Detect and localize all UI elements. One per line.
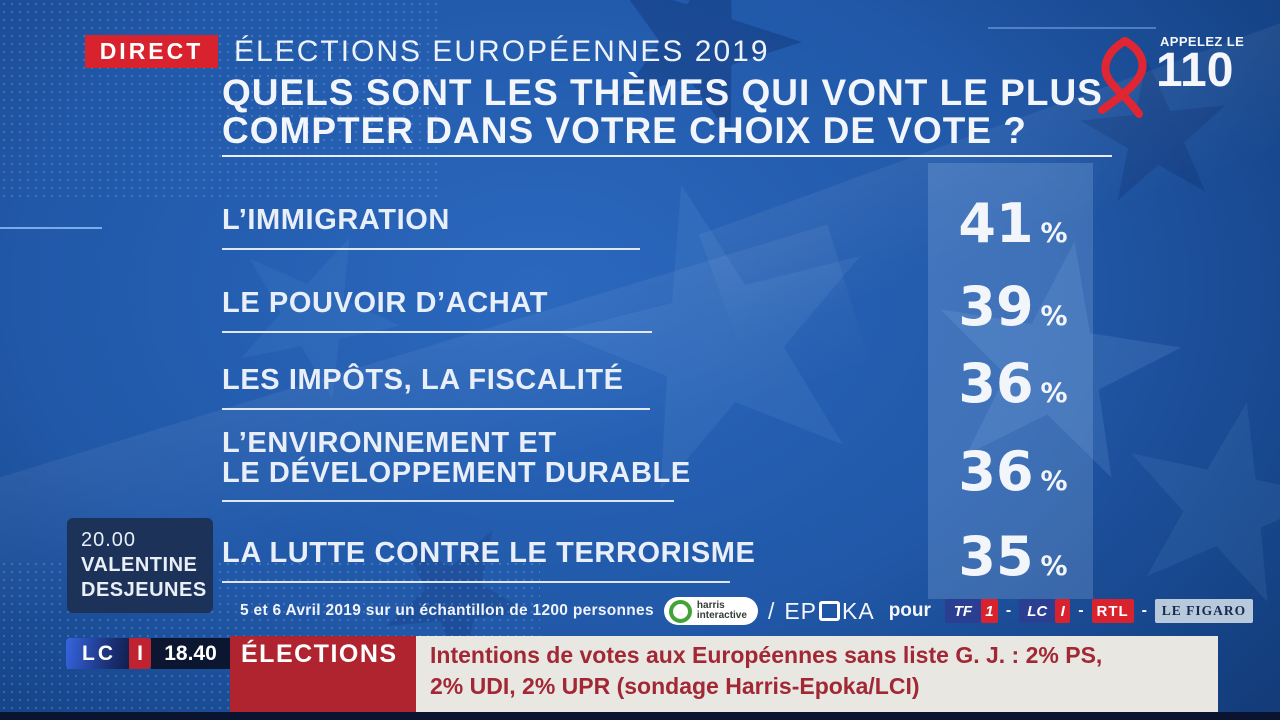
tf1-blue-box: TF — [944, 599, 981, 623]
separator-slash: / — [767, 597, 775, 624]
result-label-environnement: L’ENVIRONNEMENT ET LE DÉVELOPPEMENT DURA… — [222, 428, 691, 488]
bottom-edge-strip — [0, 712, 1280, 720]
separator-dash: - — [1141, 602, 1147, 619]
result-underline — [222, 408, 650, 410]
pour-label: pour — [888, 600, 931, 621]
epoka-left: EP — [784, 597, 818, 624]
bottom-news-bar: LC I 18.40 ÉLECTIONS Intentions de votes… — [0, 636, 1280, 712]
live-badge: DIRECT — [85, 35, 218, 68]
sidaction-number: 110 — [1156, 44, 1234, 97]
decorative-line — [0, 227, 102, 229]
percent-sign: % — [1040, 301, 1068, 332]
question-underline — [222, 155, 1112, 157]
result-underline — [222, 331, 652, 333]
tf1-red-box: 1 — [980, 599, 998, 623]
lci-logo-red-part: I — [129, 638, 151, 669]
harris-interactive-logo: harris interactive — [663, 597, 758, 625]
live-badge-label: DIRECT — [99, 38, 204, 64]
result-value-terrorisme: 35 % — [938, 529, 1088, 585]
upcoming-program-box: 20.00 VALENTINE DESJEUNES — [67, 518, 213, 613]
upcoming-program-name-line1: VALENTINE — [81, 554, 198, 576]
eu-flag-star-decoration — [1100, 380, 1280, 629]
lci-channel-logo: LC I — [66, 638, 151, 669]
percent-number: 41 — [958, 192, 1034, 255]
result-underline — [222, 500, 674, 502]
interactive-word: interactive — [696, 610, 747, 621]
result-label-impots-fiscalite: LES IMPÔTS, LA FISCALITÉ — [222, 364, 624, 396]
upcoming-program-time: 20.00 — [81, 529, 137, 551]
broadcast-time: 18.40 — [151, 638, 230, 669]
le-figaro-logo: LE FIGARO — [1154, 599, 1253, 623]
result-label-pouvoir-achat: LE POUVOIR D’ACHAT — [222, 287, 549, 319]
harris-logo-text: harris interactive — [697, 601, 747, 621]
harris-word: harris — [696, 600, 725, 611]
epoka-logo: EP KA — [784, 598, 874, 625]
lci-logo-blue-part: LC — [66, 638, 129, 669]
poll-question-line1: QUELS SONT LES THÈMES QUI VONT LE PLUS — [222, 72, 1103, 113]
poll-source-row: 5 et 6 Avril 2019 sur un échantillon de … — [240, 595, 1253, 627]
ticker-line2: 2% UDI, 2% UPR (sondage Harris-Epoka/LCI… — [430, 673, 920, 699]
ticker-line1: Intentions de votes aux Européennes sans… — [430, 642, 1103, 668]
percent-sign: % — [1040, 551, 1068, 582]
rtl-logo: RTL — [1091, 599, 1134, 623]
result-label-line1: L’ENVIRONNEMENT ET — [222, 427, 557, 459]
decorative-line — [988, 27, 1156, 29]
partner-logos: TF 1 - LC I - RTL - LE FIGARO — [944, 599, 1253, 623]
percent-number: 39 — [958, 275, 1034, 338]
news-ticker: Intentions de votes aux Européennes sans… — [416, 636, 1218, 712]
tf1-logo: TF 1 — [944, 599, 998, 623]
result-underline — [222, 581, 730, 583]
percent-sign: % — [1040, 466, 1068, 497]
result-underline — [222, 248, 640, 250]
poll-methodology-text: 5 et 6 Avril 2019 sur un échantillon de … — [240, 602, 654, 619]
upcoming-program-name-line2: DESJEUNES — [81, 579, 207, 601]
percent-sign: % — [1040, 218, 1068, 249]
percent-number: 35 — [958, 525, 1034, 588]
lci-blue-box: LC — [1019, 599, 1056, 623]
sidaction-call-label: APPELEZ LE — [1160, 34, 1245, 49]
separator-dash: - — [1005, 602, 1012, 619]
lci-red-box: I — [1055, 599, 1071, 623]
result-value-environnement: 36 % — [938, 444, 1088, 500]
result-label-immigration: L’IMMIGRATION — [222, 204, 450, 236]
percent-number: 36 — [958, 440, 1034, 503]
poll-question-line2: COMPTER DANS VOTRE CHOIX DE VOTE ? — [222, 110, 1027, 151]
poll-question: QUELS SONT LES THÈMES QUI VONT LE PLUS C… — [222, 74, 1103, 150]
program-title: ÉLECTIONS EUROPÉENNES 2019 — [234, 35, 770, 68]
percent-sign: % — [1040, 378, 1068, 409]
percent-number: 36 — [958, 352, 1034, 415]
harris-circle-icon — [668, 599, 692, 623]
result-label-line2: LE DÉVELOPPEMENT DURABLE — [222, 457, 691, 489]
halftone-texture — [0, 0, 440, 200]
result-value-pouvoir-achat: 39 % — [938, 279, 1088, 335]
lci-partner-logo: LC I — [1019, 599, 1071, 623]
epoka-right: KA — [842, 597, 875, 624]
result-value-immigration: 41 % — [938, 196, 1088, 252]
percentage-column-band — [928, 163, 1093, 599]
epoka-square-o-icon — [819, 601, 841, 621]
result-value-impots-fiscalite: 36 % — [938, 356, 1088, 412]
red-ribbon-icon — [1098, 37, 1147, 118]
sidaction-banner: APPELEZ LE 110 — [1088, 30, 1273, 130]
separator-dash: - — [1078, 602, 1084, 619]
news-section-label: ÉLECTIONS — [230, 636, 416, 712]
result-label-terrorisme: LA LUTTE CONTRE LE TERRORISME — [222, 537, 756, 569]
